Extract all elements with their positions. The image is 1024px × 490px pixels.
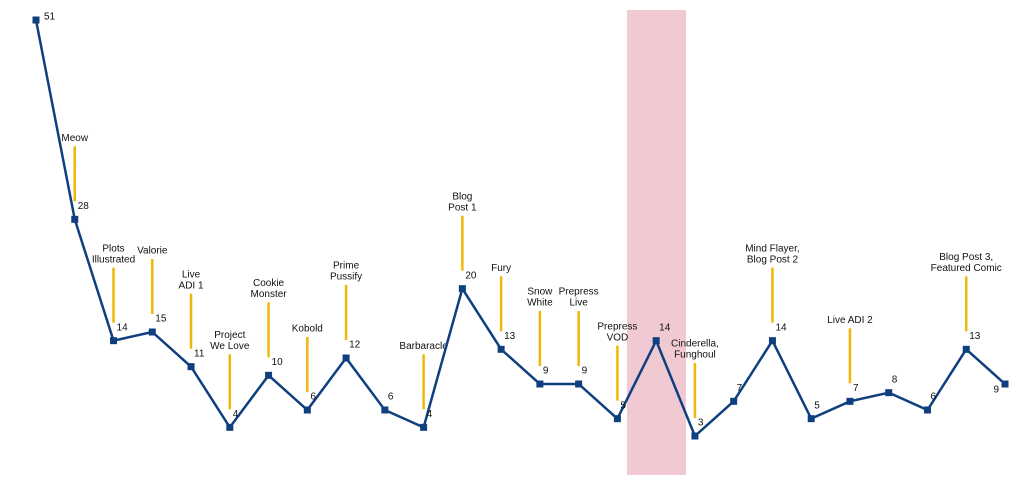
annotation-text: Cinderella,: [671, 339, 719, 350]
marker: [265, 371, 273, 379]
annotation-text: Pussify: [330, 272, 362, 283]
data-label: 7: [853, 383, 859, 394]
data-label: 4: [427, 409, 433, 420]
marker: [32, 16, 40, 24]
marker: [381, 406, 389, 414]
annotation-text: Project: [214, 330, 245, 341]
data-label: 6: [388, 392, 394, 403]
annotation-text: White: [527, 298, 553, 309]
data-label: 9: [582, 366, 588, 377]
annotation-text: Funghoul: [674, 350, 716, 361]
data-label: 51: [44, 12, 56, 23]
data-label: 13: [504, 331, 516, 342]
marker: [613, 415, 621, 423]
marker: [536, 380, 544, 388]
data-label: 28: [78, 201, 90, 212]
data-label: 12: [349, 340, 361, 351]
data-label: 5: [814, 400, 820, 411]
annotation-text: ADI 1: [179, 280, 204, 291]
marker: [148, 328, 156, 336]
annotation-text: Meow: [61, 133, 88, 144]
annotation-text: Prepress: [597, 321, 637, 332]
marker: [691, 432, 699, 440]
marker: [652, 337, 660, 345]
marker: [575, 380, 583, 388]
marker: [497, 345, 505, 353]
data-label: 15: [155, 314, 167, 325]
data-label: 5: [620, 400, 626, 411]
annotation-text: Monster: [250, 289, 287, 300]
marker: [1001, 380, 1009, 388]
annotation-text: Post 1: [448, 202, 477, 213]
data-label: 10: [272, 357, 284, 368]
data-label: 6: [930, 392, 936, 403]
annotation-text: Prime: [333, 261, 360, 272]
data-label: 3: [698, 418, 704, 429]
data-label: 13: [969, 331, 981, 342]
data-label: 20: [465, 270, 477, 281]
marker: [342, 354, 350, 362]
annotation-text: Prepress: [559, 287, 599, 298]
data-label: 9: [543, 366, 549, 377]
data-label: 8: [892, 374, 898, 385]
data-label: 11: [194, 348, 205, 359]
data-label: 14: [659, 322, 671, 333]
annotation-text: Fury: [491, 263, 511, 274]
marker: [458, 285, 466, 293]
data-label: 14: [775, 322, 787, 333]
annotation-text: Valorie: [137, 246, 168, 257]
highlight-band: [627, 10, 686, 475]
annotation-text: VOD: [607, 332, 629, 343]
marker: [962, 345, 970, 353]
data-label: 9: [993, 385, 999, 396]
annotation-text: Mind Flayer,: [745, 243, 799, 254]
annotation-text: Featured Comic: [931, 263, 1002, 274]
data-label: 4: [233, 409, 239, 420]
marker: [110, 337, 118, 345]
marker: [923, 406, 931, 414]
marker: [885, 389, 893, 397]
annotation-text: Blog Post 2: [747, 254, 799, 265]
data-label: 7: [737, 383, 743, 394]
marker: [807, 415, 815, 423]
data-label: 6: [310, 392, 316, 403]
annotation-text: Blog: [452, 191, 472, 202]
annotation-text: Plots: [102, 243, 124, 254]
annotation-text: We Love: [210, 341, 250, 352]
marker: [303, 406, 311, 414]
annotation-text: Kobold: [292, 324, 323, 335]
annotation-text: Live: [569, 298, 588, 309]
marker: [420, 423, 428, 431]
marker: [846, 397, 854, 405]
annotation-text: Illustrated: [92, 254, 135, 265]
marker: [226, 423, 234, 431]
annotation-text: Cookie: [253, 278, 285, 289]
annotation-text: Blog Post 3,: [939, 252, 993, 263]
annotation-text: Live: [182, 269, 201, 280]
marker: [187, 363, 195, 371]
data-label: 14: [117, 322, 129, 333]
marker: [730, 397, 738, 405]
marker: [71, 215, 79, 223]
annotation-text: Barbaracle: [399, 341, 448, 352]
marker: [768, 337, 776, 345]
line-series: [34, 19, 1006, 439]
annotation-text: Live ADI 2: [827, 315, 873, 326]
annotation-text: Snow: [527, 287, 553, 298]
